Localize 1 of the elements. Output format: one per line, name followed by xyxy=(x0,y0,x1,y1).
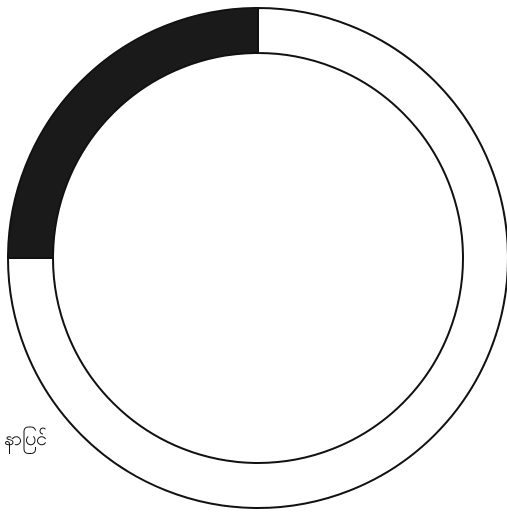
text: နာပြင် xyxy=(4,426,47,454)
